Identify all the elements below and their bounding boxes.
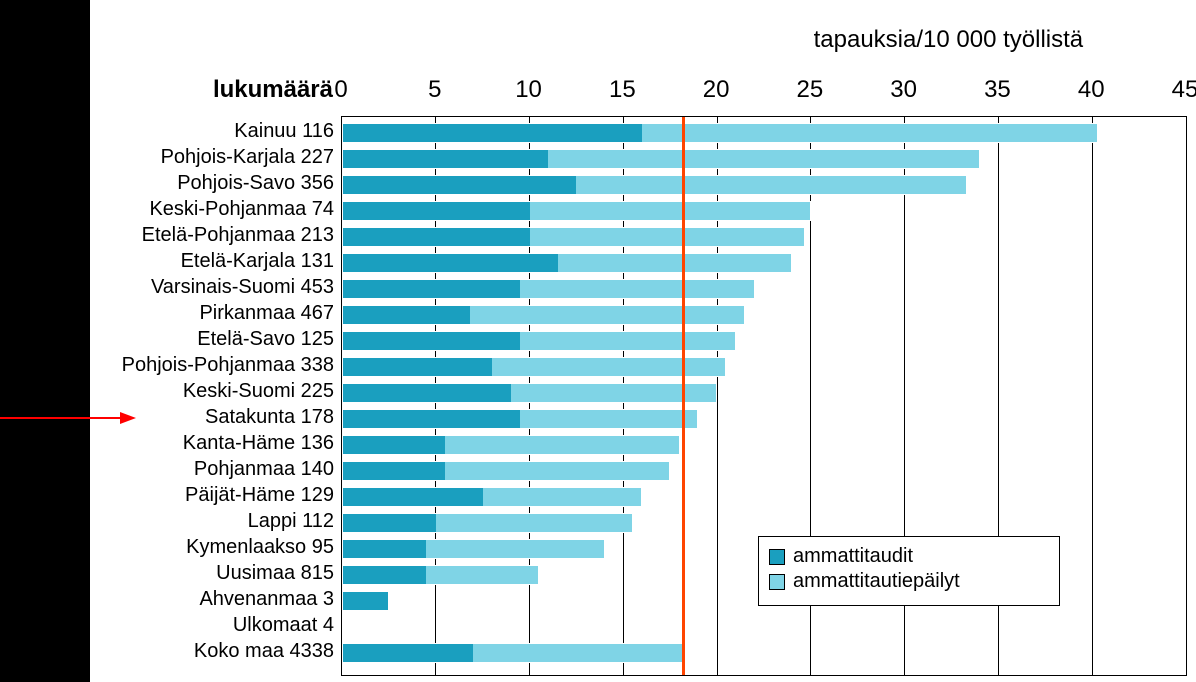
bar-outline (342, 539, 605, 559)
row-label: Kainuu 116 (234, 120, 334, 143)
x-tick-label: 10 (509, 76, 549, 104)
bar-outline (342, 409, 698, 429)
row-label: Etelä-Savo 125 (197, 328, 334, 351)
legend-swatch (769, 574, 785, 590)
bar-outline (342, 253, 792, 273)
x-tick-label: 35 (977, 76, 1017, 104)
row-label: Pohjanmaa 140 (194, 458, 334, 481)
row-label: Pohjois-Pohjanmaa 338 (122, 354, 334, 377)
bar-outline (342, 201, 811, 221)
x-tick-label: 25 (790, 76, 830, 104)
bar-outline (342, 123, 1098, 143)
row-label: Etelä-Karjala 131 (181, 250, 334, 273)
bar-outline (342, 565, 539, 585)
row-label: Pohjois-Karjala 227 (161, 146, 334, 169)
bar-outline (342, 487, 642, 507)
x-tick-label: 40 (1071, 76, 1111, 104)
row-label: Varsinais-Suomi 453 (151, 276, 334, 299)
row-label: Ulkomaat 4 (233, 614, 334, 637)
row-label: Koko maa 4338 (194, 640, 334, 663)
row-label: Kymenlaakso 95 (186, 536, 334, 559)
row-label: Ahvenanmaa 3 (199, 588, 334, 611)
legend-label: ammattitautiepäilyt (793, 570, 960, 593)
bar-outline (342, 175, 967, 195)
row-label: Kanta-Häme 136 (183, 432, 334, 455)
legend-item: ammattitautiepäilyt (769, 570, 1049, 593)
bar-outline (342, 591, 389, 611)
bar-outline (342, 279, 755, 299)
row-label: Pohjois-Savo 356 (177, 172, 334, 195)
row-label: Lappi 112 (248, 510, 334, 533)
arrow-head-icon (120, 412, 136, 424)
bar-outline (342, 227, 805, 247)
chart-container: { "chart": { "type": "bar", "title_top":… (0, 0, 1196, 682)
reference-line (682, 117, 685, 675)
x-tick-label: 45 (1165, 76, 1196, 104)
arrow-line (0, 417, 120, 419)
x-tick-label: 30 (884, 76, 924, 104)
bar-outline (342, 461, 670, 481)
x-tick-label: 0 (321, 76, 361, 104)
legend-label: ammattitaudit (793, 545, 913, 568)
legend-item: ammattitaudit (769, 545, 1049, 568)
bar-outline (342, 643, 683, 663)
left-black-strip (0, 0, 90, 682)
legend: ammattitauditammattitautiepäilyt (758, 536, 1060, 606)
legend-swatch (769, 549, 785, 565)
bar-outline (342, 513, 633, 533)
row-label: Päijät-Häme 129 (185, 484, 334, 507)
row-label: Satakunta 178 (205, 406, 334, 429)
bar-outline (342, 149, 980, 169)
x-tick-label: 5 (415, 76, 455, 104)
row-label: Etelä-Pohjanmaa 213 (142, 224, 334, 247)
row-label: Keski-Suomi 225 (183, 380, 334, 403)
row-label: Uusimaa 815 (216, 562, 334, 585)
y-axis-label: lukumäärä (213, 76, 333, 104)
x-tick-label: 15 (602, 76, 642, 104)
bar-outline (342, 357, 726, 377)
gridline (1092, 117, 1093, 675)
row-label: Pirkanmaa 467 (199, 302, 334, 325)
chart-title: tapauksia/10 000 työllistä (814, 26, 1084, 54)
x-tick-label: 20 (696, 76, 736, 104)
bar-outline (342, 331, 736, 351)
bar-outline (342, 435, 680, 455)
bar-outline (342, 383, 717, 403)
row-label: Keski-Pohjanmaa 74 (149, 198, 334, 221)
